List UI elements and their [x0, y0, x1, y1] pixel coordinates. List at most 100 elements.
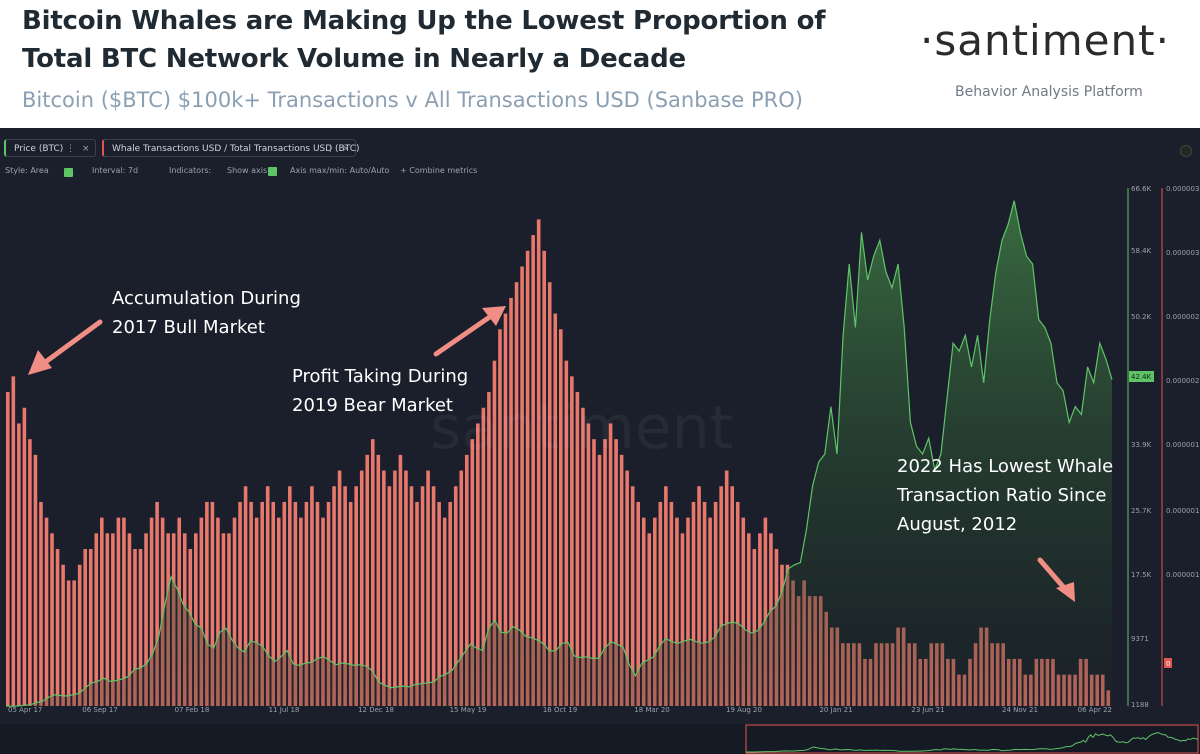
current-ratio-badge: [1164, 658, 1172, 668]
ratio-bar: [664, 486, 668, 706]
tab-menu-icon[interactable]: ⋮: [326, 144, 335, 154]
ratio-bar: [415, 501, 419, 706]
ratio-bar: [536, 219, 541, 706]
price-tick-label: 66.6K: [1131, 185, 1152, 193]
ratio-bar: [735, 501, 740, 706]
price-tick-label: 9371: [1131, 635, 1149, 643]
ratio-bar: [592, 439, 596, 706]
ratio-bar: [426, 470, 430, 706]
ratio-tick-label: 0.000001: [1166, 571, 1199, 579]
ratio-bar: [11, 376, 16, 706]
watermark: santiment: [430, 393, 733, 463]
ratio-bar: [409, 486, 414, 706]
ratio-bar: [127, 533, 132, 706]
ratio-bar: [221, 533, 226, 706]
x-tick-label: 24 Nov 21: [1002, 706, 1038, 714]
ratio-bar: [105, 533, 110, 706]
annotation-text: August, 2012: [897, 514, 1018, 535]
ratio-bar: [88, 549, 93, 706]
interval-selector[interactable]: Interval: 7d: [92, 166, 139, 175]
tab-close-icon[interactable]: ×: [342, 144, 350, 154]
ratio-bar: [630, 486, 635, 706]
indicators-selector[interactable]: Indicators:: [169, 166, 212, 175]
chart-panel: 66.6K 58.4K 50.2K 42.4K 33.9K 25.7K 17.5K 9371 1…: [0, 128, 1200, 754]
ratio-bar: [487, 392, 491, 706]
color-swatch-icon[interactable]: ▾: [64, 166, 73, 177]
combine-metrics-button[interactable]: + Combine metrics: [400, 166, 478, 175]
price-tick-label: 58.4K: [1131, 247, 1152, 255]
ratio-bar: [100, 517, 104, 706]
ratio-bar: [641, 517, 646, 706]
chart-canvas: 66.6K 58.4K 50.2K 42.4K 33.9K 25.7K 17.5K 9371 1…: [0, 185, 1200, 754]
ratio-bar: [564, 360, 569, 706]
ratio-bar: [763, 517, 768, 706]
ratio-bar: [730, 486, 735, 706]
ratio-bar: [498, 329, 502, 706]
price-tick-label: 25.7K: [1131, 507, 1152, 515]
ratio-bar: [77, 564, 82, 706]
ratio-bar: [619, 454, 624, 706]
ratio-tick-label: 0.000002: [1166, 377, 1199, 385]
price-tick-label: 33.9K: [1131, 441, 1152, 449]
ratio-bar: [83, 549, 88, 706]
ratio-bar: [702, 501, 707, 706]
style-selector[interactable]: Style: Area: [5, 166, 49, 175]
tab-whale-ratio[interactable]: Whale Transactions USD / Total Transacti…: [102, 139, 360, 157]
tab-menu-icon[interactable]: ⋮: [66, 144, 75, 154]
ratio-tick-label: 0.000002: [1166, 313, 1199, 321]
ratio-bar: [713, 501, 718, 706]
price-tick-label: 1188: [1131, 701, 1149, 709]
ratio-bar: [636, 501, 641, 706]
x-tick-label: 11 Jul 18: [269, 706, 300, 714]
chart-title-line1: Bitcoin Whales are Making Up the Lowest …: [22, 6, 826, 36]
ratio-bar: [276, 517, 281, 706]
ratio-bar: [570, 376, 574, 706]
ratio-bar: [199, 517, 204, 706]
ratio-bar: [603, 439, 607, 706]
x-tick-label: 06 Sep 17: [82, 706, 117, 714]
ratio-bar: [6, 392, 10, 706]
ratio-bar: [387, 486, 392, 706]
ratio-bar: [205, 501, 209, 706]
ratio-bar: [144, 533, 148, 706]
ratio-bar: [691, 501, 696, 706]
price-area: [6, 200, 1112, 707]
ratio-bar: [370, 439, 375, 706]
ratio-bar: [271, 501, 276, 706]
ratio-bar: [55, 549, 60, 706]
ratio-bar: [481, 407, 486, 706]
ratio-bar: [398, 454, 403, 706]
ratio-bar: [680, 533, 685, 706]
logo-tagline: Behavior Analysis Platform: [955, 84, 1143, 100]
ratio-bar: [111, 533, 115, 706]
x-tick-label: 19 Aug 20: [726, 706, 762, 714]
show-axis-label: Show axis: [227, 166, 268, 175]
ratio-bar: [559, 329, 563, 706]
ratio-bar: [553, 313, 558, 706]
x-tick-label: 18 Mar 20: [634, 706, 669, 714]
ratio-bar: [282, 501, 287, 706]
annotation-text: Profit Taking During: [292, 366, 469, 387]
ratio-bar: [575, 392, 580, 706]
ratio-bar: [72, 580, 76, 706]
ratio-bar: [210, 501, 215, 706]
ratio-bar: [669, 501, 674, 706]
santiment-logo: ·santiment·: [920, 16, 1170, 65]
ratio-bar: [28, 439, 32, 706]
ratio-bar: [243, 486, 248, 706]
ratio-bar: [310, 486, 314, 706]
tab-close-icon[interactable]: ×: [82, 144, 90, 154]
ratio-bar: [542, 250, 546, 706]
status-indicator-icon[interactable]: [1180, 145, 1192, 157]
annotation-text: 2019 Bear Market: [292, 395, 453, 416]
ratio-bar: [614, 439, 618, 706]
x-tick-label: 16 Oct 19: [543, 706, 577, 714]
axis-mode-selector[interactable]: Axis max/min: Auto/Auto: [290, 166, 390, 175]
tab-price-btc[interactable]: Price (BTC) ⋮ ×: [4, 139, 96, 157]
navigator-bar[interactable]: [0, 724, 1200, 754]
x-tick-label: 15 May 19: [450, 706, 487, 714]
ratio-bar: [288, 486, 292, 706]
ratio-bar: [431, 486, 436, 706]
ratio-bar: [675, 517, 679, 706]
ratio-bar: [337, 470, 342, 706]
